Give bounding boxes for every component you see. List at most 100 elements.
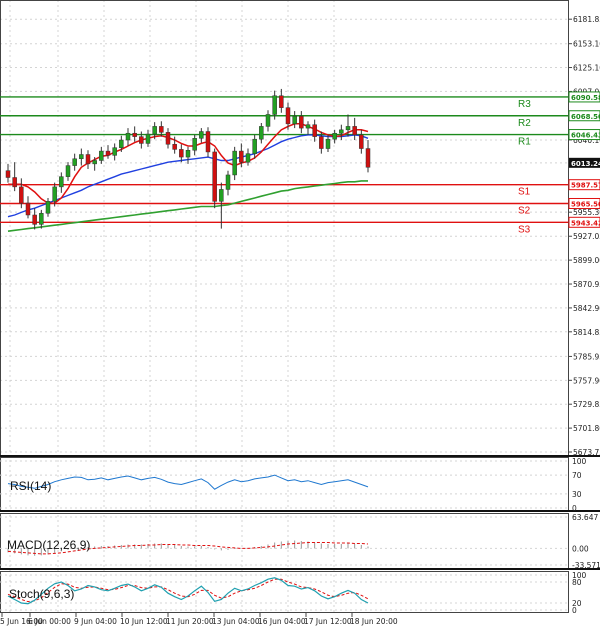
candle-up xyxy=(92,160,97,165)
candle-down xyxy=(165,132,171,145)
current-price-value: 6013.24 xyxy=(571,160,600,168)
level-tag-r1 xyxy=(568,129,600,141)
price-tick-label: 5785.95 xyxy=(573,352,600,361)
candle-up xyxy=(225,174,231,190)
candle-down xyxy=(205,131,211,153)
candle-up xyxy=(272,95,277,115)
candle-down xyxy=(132,132,137,137)
level-name-r3: R3 xyxy=(518,99,531,110)
candle-down xyxy=(19,186,24,204)
stoch-tick-label: 80 xyxy=(572,578,582,587)
time-tick-label: 18 Jun 20:00 xyxy=(350,617,398,626)
stoch-tick-label: 20 xyxy=(572,599,582,608)
candle-down xyxy=(105,150,111,156)
candle-up xyxy=(39,213,44,225)
candle-up xyxy=(252,138,257,154)
macd-tick-label: 63.647 xyxy=(572,513,598,522)
level-tag-r2 xyxy=(568,110,600,122)
price-tick-label: 5842.90 xyxy=(573,304,600,313)
candle-up xyxy=(125,132,131,141)
candle-up xyxy=(199,131,204,139)
candle-down xyxy=(352,126,357,136)
price-tick-label: 6153.10 xyxy=(573,40,600,49)
time-tick-label: 10 Jun 12:00 xyxy=(120,617,168,626)
level-tag-value: 6046.43 xyxy=(571,132,600,140)
rsi-panel: 100 70 30 0 xyxy=(0,457,587,513)
macd-label: MACD(12,26,9) xyxy=(7,538,90,552)
macd-tick-label: 0.00 xyxy=(572,544,589,553)
candle-down xyxy=(159,126,164,133)
candle-down xyxy=(279,95,284,108)
candle-down xyxy=(5,170,11,178)
candle-up xyxy=(265,114,271,127)
candle-up xyxy=(99,150,104,161)
level-tag-value: 6090.58 xyxy=(571,94,600,102)
stoch-tick-label: 100 xyxy=(572,571,587,580)
price-tick-label: 6181.85 xyxy=(573,15,600,24)
candle-up xyxy=(245,153,251,163)
price-axis: 6181.856153.106125.106097.056068.506040.… xyxy=(568,15,600,457)
price-tick-label: 6040.10 xyxy=(573,136,600,145)
price-tick-label: 5899.00 xyxy=(573,256,600,265)
current-price-tag xyxy=(569,157,600,168)
candle-up xyxy=(219,189,224,202)
price-panel-frame xyxy=(0,0,569,457)
candle-up xyxy=(119,139,124,148)
candle-up xyxy=(339,129,344,134)
level-tag-value: 5965.50 xyxy=(571,200,600,208)
candle-down xyxy=(319,136,324,149)
macd-panel: 63.647 0.00 -33.571 xyxy=(0,513,600,570)
candle-up xyxy=(59,176,64,188)
time-tick-label: 11 Jun 20:00 xyxy=(166,617,214,626)
macd-signal-line xyxy=(7,542,369,555)
level-tag-value: 5943.42 xyxy=(571,219,600,227)
level-tag-r3 xyxy=(568,91,600,103)
candlesticks xyxy=(5,88,371,230)
candle-up xyxy=(292,115,297,125)
candle-up xyxy=(72,158,77,166)
candle-down xyxy=(12,177,17,188)
price-tick-label: 5870.95 xyxy=(573,280,600,289)
candle-up xyxy=(305,124,311,129)
time-tick-label: 13 Jun 04:00 xyxy=(212,617,260,626)
candle-down xyxy=(359,134,364,149)
level-name-s1: S1 xyxy=(518,187,531,198)
candle-up xyxy=(112,147,117,156)
level-tag-value: 6068.50 xyxy=(571,113,600,121)
level-tag-value: 5987.57 xyxy=(571,182,600,190)
price-tick-label: 5757.90 xyxy=(573,376,600,385)
time-tick-label: 5 Jun 16:00 xyxy=(0,617,43,626)
candle-up xyxy=(185,150,191,158)
price-tick-label: 5701.80 xyxy=(573,424,600,433)
candle-down xyxy=(32,214,37,225)
candle-down xyxy=(25,202,31,216)
rsi-line xyxy=(7,474,369,490)
candle-up xyxy=(259,126,264,140)
candle-down xyxy=(85,154,91,165)
pivot-levels: R3 R2 R1 S1 S2 S3 xyxy=(0,96,568,235)
candle-up xyxy=(152,126,157,135)
candle-up xyxy=(332,132,337,140)
stoch-main-line xyxy=(7,577,369,605)
candle-down xyxy=(172,144,177,150)
stoch-signal-line xyxy=(7,578,369,603)
slow-ma-line xyxy=(7,180,368,232)
candle-down xyxy=(312,124,317,137)
candle-down xyxy=(365,148,371,168)
rsi-label: RSI(14) xyxy=(10,479,51,493)
level-tag-s3 xyxy=(568,216,600,228)
stoch-tick-label: 0 xyxy=(572,606,577,615)
time-axis: 5 Jun 16:006 Jun 00:00 9 Jun 04:00 10 Jun … xyxy=(0,613,398,626)
candle-up xyxy=(52,186,57,202)
price-tick-label: 5955.30 xyxy=(573,208,600,217)
level-tag-s1 xyxy=(568,179,600,191)
candle-down xyxy=(179,149,184,158)
price-tick-label: 5814.85 xyxy=(573,328,600,337)
price-tick-label: 5673.75 xyxy=(573,448,600,457)
time-tick-label: 9 Jun 04:00 xyxy=(74,617,117,626)
level-name-s3: S3 xyxy=(518,224,531,235)
price-tags: 6090.58 6068.50 6046.43 5987.57 5965.50 5943.… xyxy=(568,91,600,228)
candle-down xyxy=(285,107,291,125)
